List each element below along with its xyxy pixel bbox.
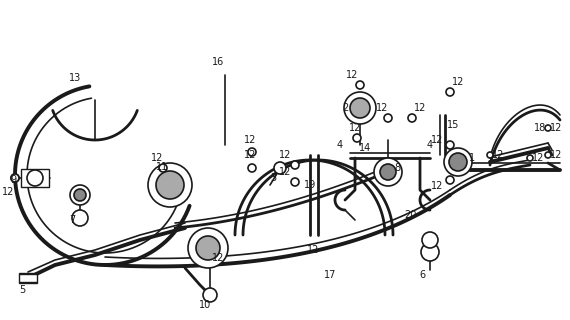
Text: 12: 12 (431, 181, 443, 191)
Circle shape (344, 92, 376, 124)
Text: 12: 12 (279, 150, 291, 160)
Circle shape (291, 178, 299, 186)
Circle shape (148, 163, 192, 207)
Circle shape (422, 232, 438, 248)
Text: 12: 12 (279, 167, 291, 177)
Circle shape (196, 236, 220, 260)
Circle shape (487, 152, 493, 158)
Circle shape (446, 88, 454, 96)
Circle shape (159, 164, 167, 172)
Text: 12: 12 (349, 123, 361, 133)
Circle shape (380, 164, 396, 180)
Circle shape (353, 134, 361, 142)
Circle shape (274, 162, 286, 174)
Circle shape (11, 174, 19, 182)
Text: 14: 14 (359, 143, 371, 153)
Circle shape (384, 114, 392, 122)
Circle shape (545, 152, 551, 158)
Circle shape (545, 125, 551, 131)
Circle shape (206, 256, 214, 264)
Text: 12: 12 (431, 135, 443, 145)
Circle shape (72, 210, 88, 226)
Text: 12: 12 (2, 187, 14, 197)
Text: 12: 12 (212, 253, 224, 263)
Circle shape (408, 114, 416, 122)
Text: 6: 6 (419, 270, 425, 280)
Circle shape (74, 189, 86, 201)
Circle shape (356, 81, 364, 89)
Text: 12: 12 (151, 153, 163, 163)
Circle shape (444, 148, 472, 176)
Text: 12: 12 (550, 123, 562, 133)
Text: 20: 20 (404, 210, 416, 220)
Text: 12: 12 (550, 150, 562, 160)
Text: 5: 5 (19, 285, 25, 295)
Circle shape (446, 141, 454, 149)
Circle shape (374, 158, 402, 186)
Text: 12: 12 (307, 245, 319, 255)
Circle shape (203, 288, 217, 302)
Text: 12: 12 (244, 150, 256, 160)
Text: 2: 2 (342, 103, 348, 113)
Text: 16: 16 (212, 57, 224, 67)
Text: 1: 1 (469, 153, 475, 163)
Text: 17: 17 (324, 270, 336, 280)
Text: 13: 13 (69, 73, 81, 83)
Circle shape (11, 174, 19, 182)
Circle shape (350, 98, 370, 118)
Circle shape (248, 148, 256, 156)
Text: 12: 12 (244, 135, 256, 145)
Circle shape (446, 176, 454, 184)
Text: 4: 4 (427, 140, 433, 150)
Circle shape (449, 153, 467, 171)
Text: 15: 15 (447, 120, 459, 130)
Text: 7: 7 (69, 215, 75, 225)
Bar (19, 273, 37, 283)
Text: 10: 10 (199, 300, 211, 310)
Circle shape (291, 161, 299, 169)
Circle shape (27, 170, 43, 186)
Text: 12: 12 (532, 153, 544, 163)
Text: 12: 12 (414, 103, 426, 113)
Text: 12: 12 (452, 77, 464, 87)
Text: 18: 18 (534, 123, 546, 133)
Text: 4: 4 (337, 140, 343, 150)
Text: 3: 3 (270, 173, 276, 183)
Circle shape (248, 164, 256, 172)
Text: 19: 19 (304, 180, 316, 190)
Circle shape (156, 171, 184, 199)
Circle shape (421, 243, 439, 261)
Bar (21, 169, 49, 187)
Text: 12: 12 (492, 150, 504, 160)
Text: 12: 12 (376, 103, 388, 113)
Text: 9: 9 (10, 175, 16, 185)
Circle shape (527, 155, 533, 161)
Text: 12: 12 (346, 70, 358, 80)
Circle shape (70, 185, 90, 205)
Text: 11: 11 (156, 162, 168, 172)
Circle shape (188, 228, 228, 268)
Text: 8: 8 (394, 163, 400, 173)
